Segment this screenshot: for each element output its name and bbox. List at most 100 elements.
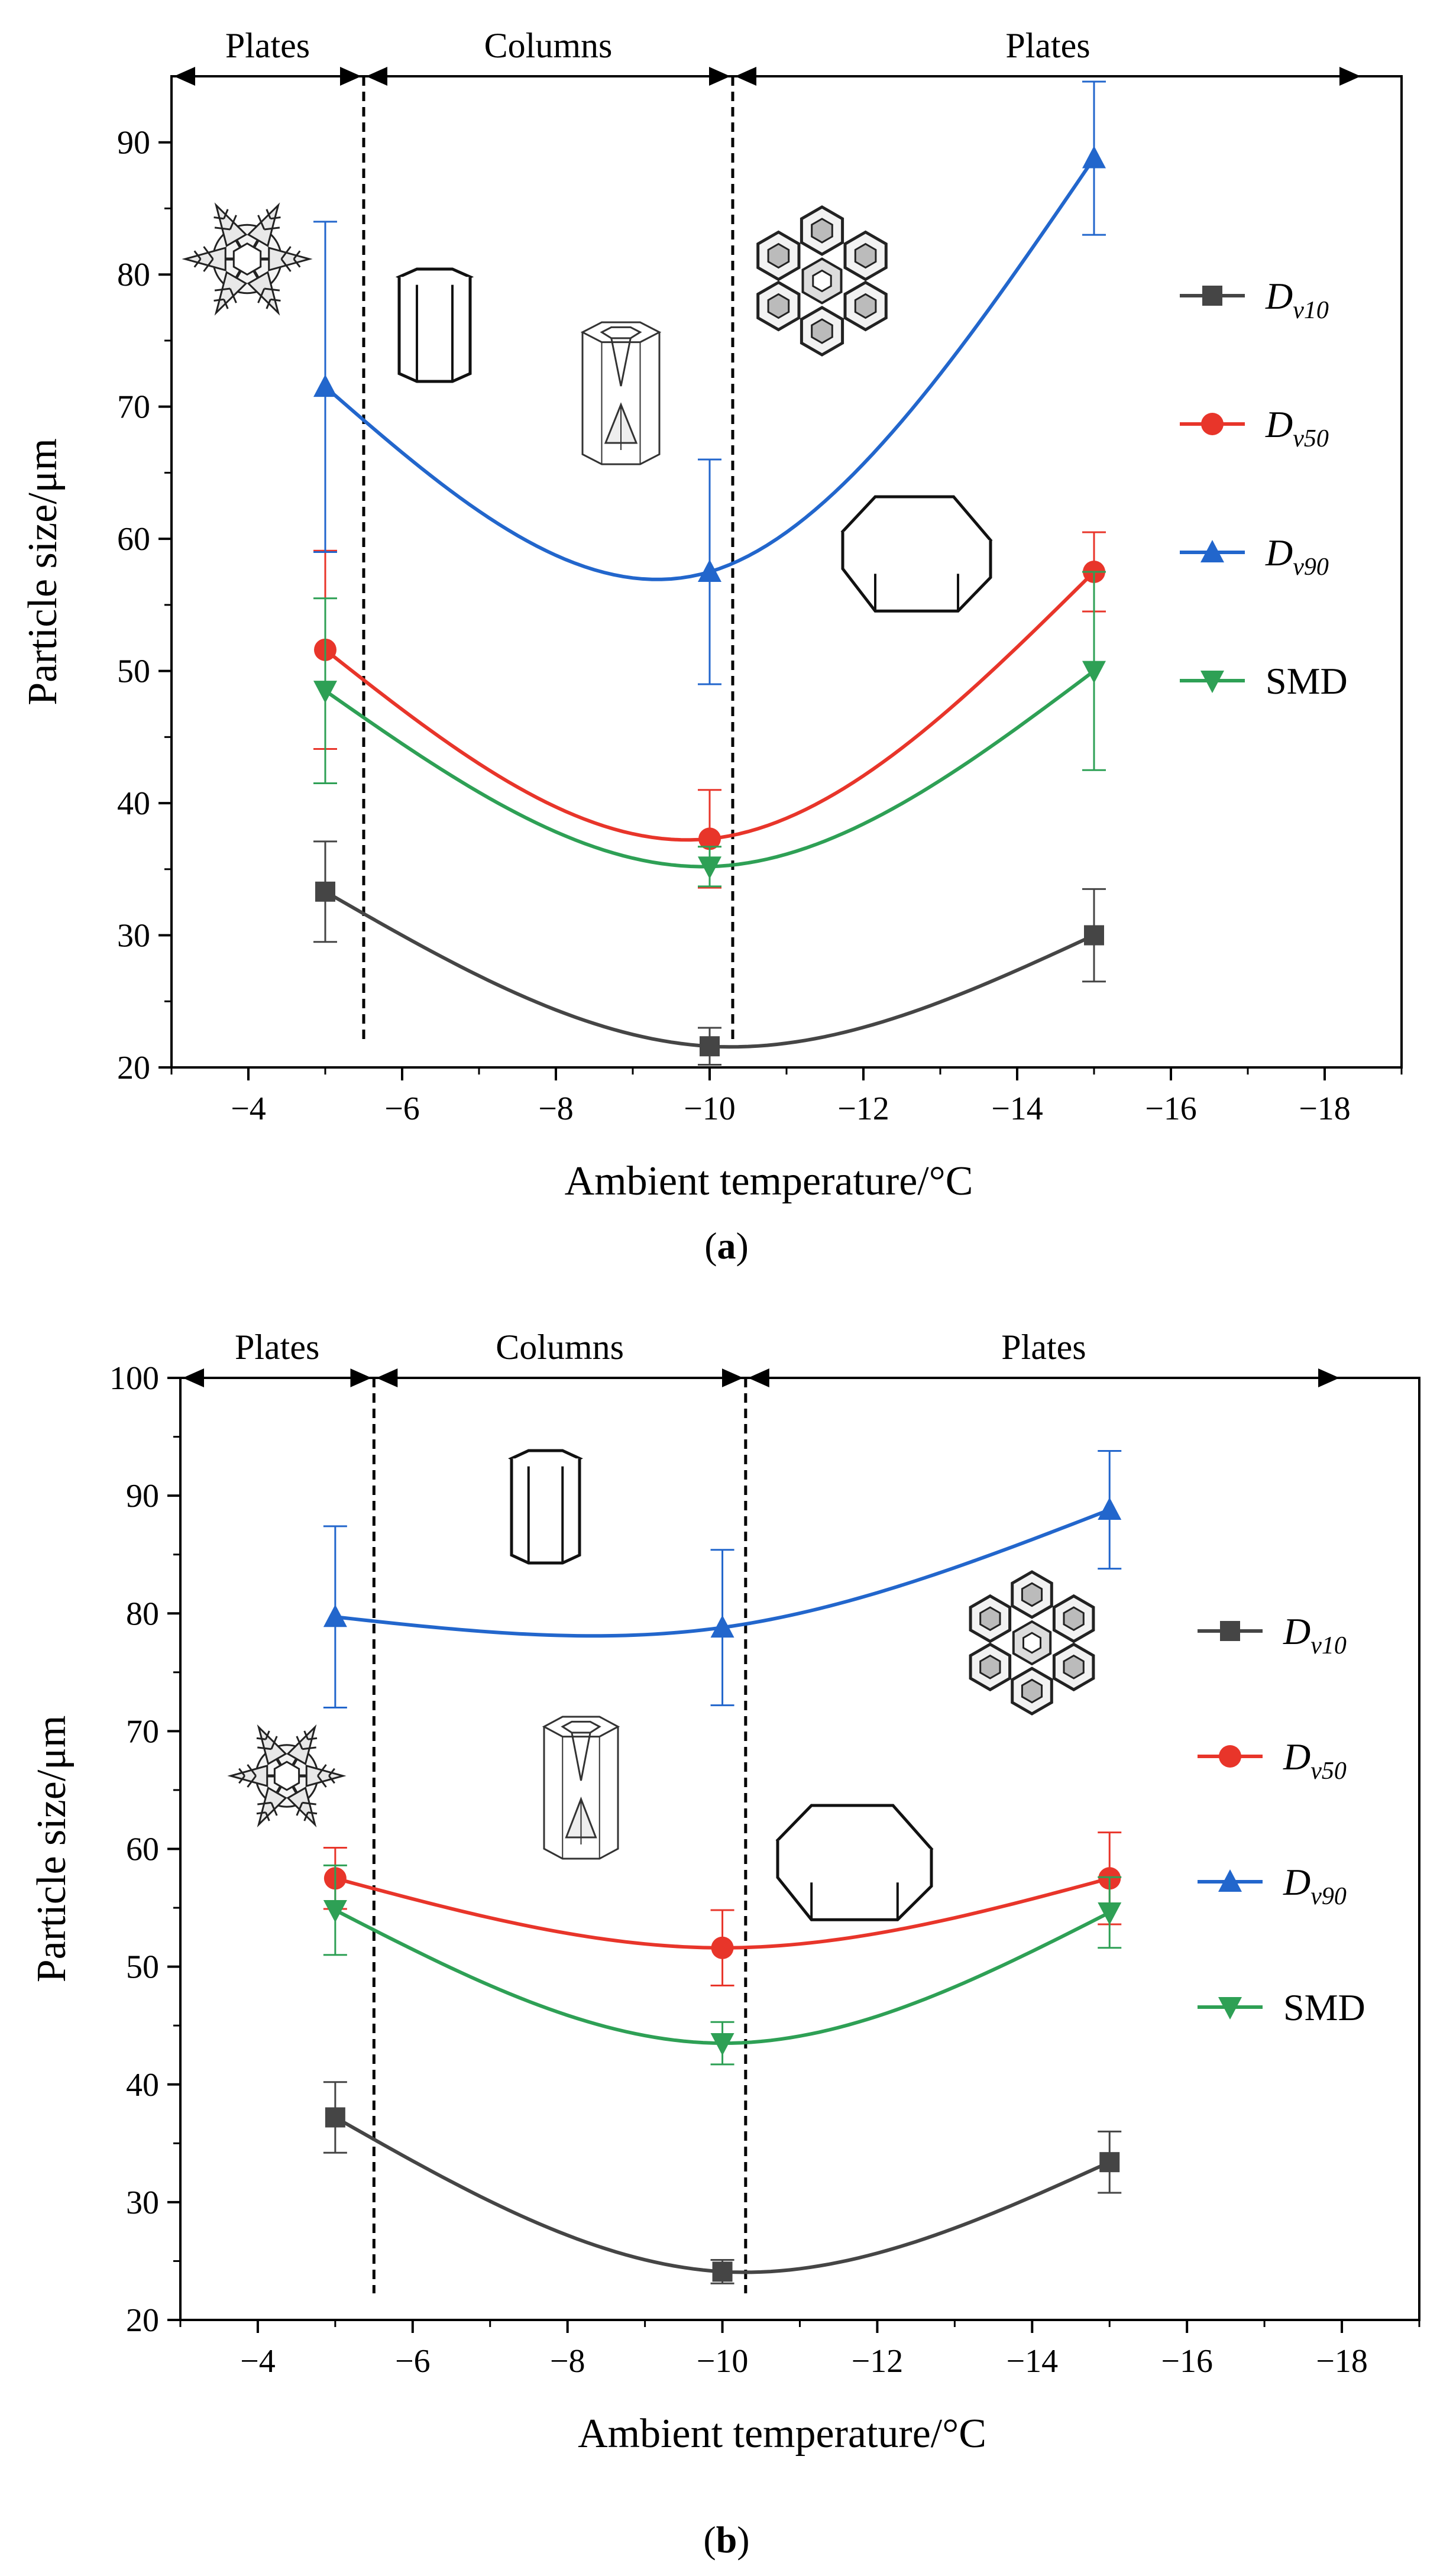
fit-curve: [324, 890, 1095, 1049]
legend-label: Dv50: [1265, 403, 1329, 452]
x-tick-label: −4: [231, 1090, 266, 1127]
data-point: [698, 856, 721, 879]
region-label: Columns: [484, 26, 613, 65]
data-point: [698, 559, 721, 582]
data-point: [1082, 145, 1106, 169]
plot-frame: [170, 75, 1403, 1069]
fit-curve: [334, 2115, 1111, 2274]
region-label: Plates: [1005, 26, 1090, 65]
y-tick-label: 80: [126, 1596, 159, 1632]
legend-label: SMD: [1283, 1986, 1365, 2028]
data-point: [710, 2033, 734, 2056]
x-tick-label: −14: [1007, 2343, 1059, 2380]
x-tick-label: −8: [550, 2343, 585, 2380]
legend-label: Dv10: [1283, 1610, 1347, 1659]
data-point: [710, 1615, 734, 1638]
hexagonal-plate-icon: [840, 495, 993, 613]
y-tick-label: 30: [117, 918, 150, 954]
data-point: [323, 1604, 347, 1627]
legend-label: SMD: [1266, 660, 1348, 702]
data-point: [313, 681, 337, 704]
x-tick-label: −12: [837, 1090, 889, 1127]
x-tick-label: −10: [684, 1090, 736, 1127]
y-tick-label: 50: [126, 1949, 159, 1986]
x-tick-label: −18: [1316, 2343, 1368, 2380]
x-tick-label: −16: [1161, 2343, 1213, 2380]
data-point: [700, 1036, 720, 1057]
series-dv90: [323, 1449, 1122, 1709]
legend-label: Dv90: [1283, 1861, 1347, 1910]
data-point: [323, 1900, 347, 1923]
y-tick-label: 50: [117, 653, 150, 690]
legend-label: Dv10: [1265, 275, 1329, 324]
legend-label: Dv90: [1265, 532, 1329, 581]
y-tick-label: 70: [117, 389, 150, 426]
series-dv90: [313, 80, 1106, 685]
data-point: [315, 881, 335, 902]
y-tick-label: 20: [117, 1050, 150, 1086]
series-dv10: [313, 840, 1106, 1066]
x-tick-label: −6: [384, 1090, 420, 1127]
region-label: Plates: [225, 26, 310, 65]
snowflake-plate-icon: [182, 202, 313, 316]
x-tick-label: −8: [538, 1090, 574, 1127]
data-point: [1084, 925, 1104, 946]
data-point: [1098, 1497, 1122, 1520]
hexagonal-column-icon: [508, 1449, 583, 1565]
y-axis-title: Particle size/μm: [20, 438, 66, 706]
data-point: [711, 1936, 734, 1959]
y-tick-label: 60: [126, 1831, 159, 1868]
y-tick-label: 60: [117, 521, 150, 558]
hexagonal-plate-icon: [775, 1804, 934, 1921]
data-point: [1099, 2152, 1120, 2173]
x-axis-title: Ambient temperature/°C: [565, 1158, 973, 1204]
y-tick-label: 70: [126, 1713, 159, 1750]
region-label: Columns: [496, 1328, 624, 1367]
legend-marker: [1220, 1621, 1240, 1641]
legend-marker: [1202, 286, 1222, 306]
data-point: [325, 2107, 345, 2128]
series-dv10: [323, 2081, 1122, 2284]
chart-a: −4 −6 −8 −10 −12 −14 −16 −18 20 30 40 50 60 70 80 90 Amb…: [20, 26, 1403, 1204]
y-tick-label: 100: [109, 1360, 159, 1397]
x-tick-label: −18: [1299, 1090, 1351, 1127]
legend-marker: [1201, 413, 1224, 435]
hollow-column-icon: [580, 321, 662, 465]
data-point: [1082, 661, 1106, 684]
legend-marker: [1219, 1745, 1241, 1768]
series-smd: [313, 571, 1106, 888]
x-tick-label: −10: [697, 2343, 749, 2380]
legend-label: Dv50: [1283, 1736, 1347, 1785]
chart-b: −4 −6 −8 −10 −12 −14 −16 −18 20 30 40 50 60 70 80 90 100…: [29, 1328, 1420, 2457]
sectored-plate-icon: [756, 205, 888, 357]
hollow-column-icon: [542, 1716, 620, 1860]
data-point: [712, 2261, 733, 2282]
data-point: [1098, 1902, 1122, 1925]
y-tick-label: 80: [117, 257, 150, 293]
legend-marker: [1200, 671, 1224, 693]
region-label: Plates: [1001, 1328, 1086, 1367]
caption-a: (a): [704, 1225, 749, 1267]
data-point: [313, 374, 337, 397]
data-point: [698, 827, 721, 850]
legend-marker: [1218, 1869, 1242, 1892]
region-label: Plates: [235, 1328, 319, 1367]
y-tick-label: 40: [117, 785, 150, 822]
x-tick-label: −16: [1145, 1090, 1197, 1127]
hexagonal-column-icon: [395, 267, 474, 383]
legend-marker: [1218, 1997, 1242, 2020]
y-tick-label: 40: [126, 2067, 159, 2103]
x-tick-label: −12: [852, 2343, 904, 2380]
y-axis-title: Particle size/μm: [29, 1716, 75, 1983]
x-tick-label: −4: [240, 2343, 276, 2380]
y-tick-label: 30: [126, 2185, 159, 2221]
y-tick-label: 90: [126, 1478, 159, 1514]
snowflake-plate-icon: [227, 1724, 347, 1828]
x-tick-label: −14: [991, 1090, 1043, 1127]
x-tick-label: −6: [395, 2343, 431, 2380]
x-axis-title: Ambient temperature/°C: [578, 2411, 986, 2457]
series-smd: [323, 1864, 1122, 2066]
y-tick-label: 20: [126, 2302, 159, 2339]
sectored-plate-icon: [969, 1570, 1095, 1716]
series-dv50: [313, 531, 1106, 889]
